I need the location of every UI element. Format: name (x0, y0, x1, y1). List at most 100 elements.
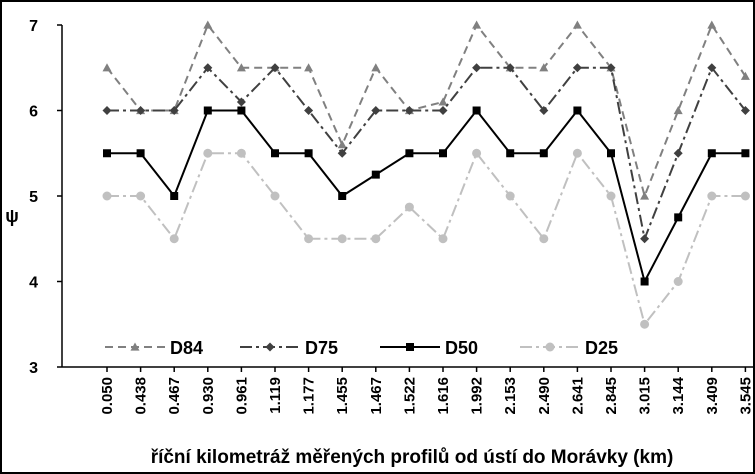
data-point (606, 191, 616, 201)
x-tick-label: 3.545 (737, 377, 754, 415)
data-point (237, 106, 246, 115)
data-point (304, 234, 314, 244)
data-point (438, 106, 448, 115)
x-tick-label: 1.522 (401, 377, 418, 415)
series-line (107, 65, 747, 243)
data-point (337, 148, 347, 158)
data-point (707, 63, 717, 73)
x-tick-label: 1.616 (435, 377, 452, 415)
y-axis-label: ψ (5, 206, 19, 226)
data-point (270, 191, 280, 201)
data-point (572, 63, 582, 73)
data-point (472, 20, 482, 29)
data-point (337, 140, 347, 149)
data-point (102, 191, 112, 201)
data-point (236, 97, 246, 107)
data-point (607, 149, 615, 158)
data-point (203, 148, 213, 158)
data-point (371, 170, 380, 179)
data-point (506, 149, 515, 158)
x-tick-label: 0.467 (166, 377, 183, 415)
data-point (371, 234, 381, 244)
series-line (107, 108, 746, 285)
data-point (170, 192, 179, 200)
data-point (337, 234, 347, 244)
data-point (236, 63, 246, 72)
data-point (103, 149, 111, 158)
x-tick-label: 2.641 (569, 377, 586, 415)
data-point (270, 63, 280, 73)
data-point (304, 149, 313, 158)
data-point (405, 149, 414, 158)
data-point (674, 213, 683, 222)
data-point (539, 106, 549, 115)
data-point (740, 71, 750, 80)
data-point (203, 106, 212, 115)
data-point (438, 234, 448, 244)
legend-marker (265, 342, 275, 352)
data-point (640, 234, 650, 244)
data-point (572, 20, 582, 29)
data-point (404, 202, 414, 212)
x-tick-label: 2.490 (536, 377, 553, 415)
data-point (404, 106, 414, 115)
data-point (203, 20, 213, 29)
x-tick-label: 2.845 (603, 377, 620, 415)
data-point (102, 106, 112, 115)
legend-label: D50 (445, 338, 478, 358)
x-tick-label: 3.144 (670, 376, 687, 414)
data-point (271, 149, 279, 158)
x-axis-label: říční kilometráž měřených profilů od úst… (151, 447, 674, 468)
data-point (136, 149, 145, 158)
x-tick-label: 1.455 (334, 377, 351, 415)
data-point (439, 149, 447, 158)
data-point (136, 106, 146, 115)
data-point (102, 63, 112, 72)
legend-marker (545, 342, 555, 352)
data-point (169, 106, 179, 115)
data-point (203, 63, 213, 73)
x-tick-label: 1.177 (301, 377, 318, 415)
data-point (304, 63, 314, 72)
data-point (572, 148, 582, 158)
data-point (640, 191, 650, 200)
data-point (539, 149, 548, 158)
data-point (438, 97, 448, 106)
data-point (371, 106, 381, 115)
data-point (707, 20, 717, 29)
data-point (371, 63, 381, 72)
data-point (338, 192, 347, 200)
x-tick-label: 0.438 (133, 377, 150, 415)
x-tick-label: 1.119 (267, 377, 284, 414)
data-point (304, 106, 314, 115)
data-point (673, 277, 683, 286)
x-tick-label: 0.930 (200, 377, 217, 415)
data-point (707, 149, 716, 158)
data-point (539, 63, 549, 72)
x-tick-label: 0.050 (99, 377, 116, 415)
data-point (740, 191, 750, 201)
x-tick-label: 1.467 (368, 377, 385, 415)
legend-marker (130, 342, 140, 351)
data-point (673, 106, 683, 115)
data-point (707, 191, 717, 201)
x-tick-label: 1.992 (469, 377, 486, 415)
data-point (236, 148, 246, 158)
data-point (606, 63, 616, 73)
data-point (472, 106, 481, 115)
y-tick-label: 7 (29, 18, 38, 35)
data-point (136, 191, 146, 201)
data-point (573, 106, 582, 115)
x-tick-label: 3.015 (637, 377, 654, 415)
series-line (106, 22, 747, 200)
legend-label: D84 (170, 338, 203, 358)
y-tick-label: 5 (29, 189, 38, 206)
y-tick-label: 3 (29, 360, 38, 377)
data-point (673, 148, 683, 158)
data-point (640, 319, 650, 329)
y-tick-label: 6 (29, 104, 38, 121)
x-tick-label: 3.409 (704, 377, 721, 415)
y-tick-label: 4 (29, 275, 38, 292)
x-tick-label: 2.153 (502, 377, 519, 415)
data-point (740, 106, 750, 115)
